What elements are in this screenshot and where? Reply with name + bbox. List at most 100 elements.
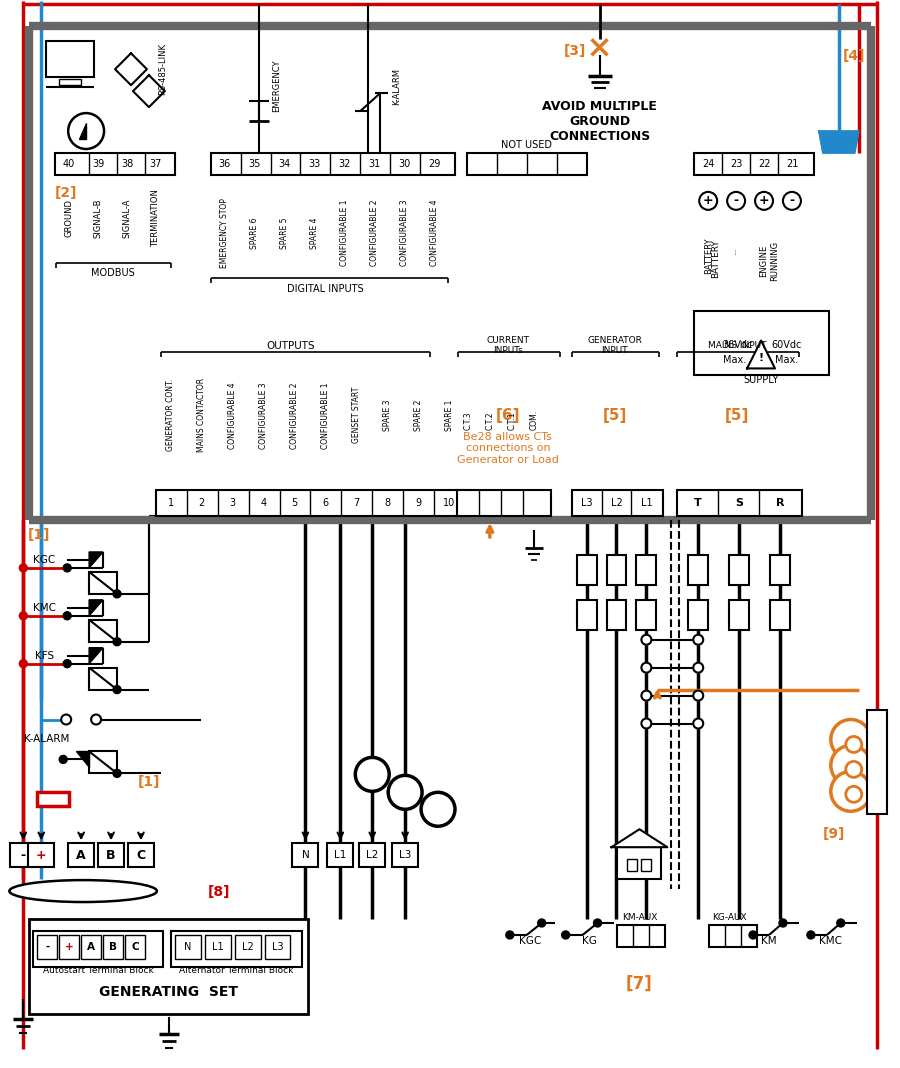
Bar bbox=[37, 792, 69, 806]
Text: CONFIGURABLE 4: CONFIGURABLE 4 bbox=[429, 200, 438, 266]
Text: -: - bbox=[789, 194, 795, 207]
Text: CONFIGURABLE 2: CONFIGURABLE 2 bbox=[290, 382, 299, 449]
Text: GROUND: GROUND bbox=[65, 199, 74, 237]
Text: L2: L2 bbox=[610, 498, 623, 508]
Text: SPARE 1: SPARE 1 bbox=[445, 399, 454, 431]
Circle shape bbox=[693, 634, 703, 645]
Bar bbox=[636, 600, 656, 630]
Text: 23: 23 bbox=[730, 159, 742, 169]
Text: KFS: KFS bbox=[35, 650, 54, 661]
Bar bbox=[607, 600, 626, 630]
Text: 33: 33 bbox=[309, 159, 320, 169]
Text: -: - bbox=[45, 942, 50, 952]
Bar bbox=[392, 844, 418, 867]
Bar bbox=[104, 934, 123, 959]
Text: 40: 40 bbox=[63, 159, 76, 169]
Text: KMC: KMC bbox=[32, 602, 56, 613]
Bar bbox=[642, 859, 652, 871]
Circle shape bbox=[562, 931, 570, 939]
Text: CONFIGURABLE 1: CONFIGURABLE 1 bbox=[340, 200, 349, 266]
Bar bbox=[89, 752, 117, 773]
Polygon shape bbox=[611, 829, 667, 847]
Circle shape bbox=[693, 634, 703, 645]
Circle shape bbox=[693, 719, 703, 728]
Bar bbox=[328, 844, 354, 867]
Text: L2: L2 bbox=[366, 850, 378, 860]
Bar bbox=[617, 925, 665, 947]
Text: NOT USED: NOT USED bbox=[501, 140, 553, 150]
Text: BATTERY: BATTERY bbox=[735, 248, 737, 254]
Bar bbox=[457, 490, 551, 516]
Circle shape bbox=[693, 691, 703, 701]
Text: Be28 allows CTs
connections on
Generator or Load: Be28 allows CTs connections on Generator… bbox=[457, 431, 559, 465]
Text: A: A bbox=[76, 849, 86, 862]
Text: SIGNAL-A: SIGNAL-A bbox=[122, 198, 131, 237]
Circle shape bbox=[846, 737, 861, 753]
Text: L1: L1 bbox=[641, 498, 652, 508]
Text: 7: 7 bbox=[353, 498, 359, 508]
Text: CONFIGURABLE 4: CONFIGURABLE 4 bbox=[229, 382, 238, 449]
Text: B: B bbox=[109, 942, 117, 952]
Text: L3: L3 bbox=[272, 942, 284, 952]
Text: KMC: KMC bbox=[819, 936, 842, 946]
Text: KM: KM bbox=[761, 936, 777, 946]
Text: CONFIGURABLE 2: CONFIGURABLE 2 bbox=[370, 200, 379, 266]
Text: C: C bbox=[137, 849, 146, 862]
Text: +: + bbox=[759, 194, 769, 207]
Text: GENERATOR
INPUT: GENERATOR INPUT bbox=[587, 335, 642, 356]
Bar bbox=[688, 600, 708, 630]
Circle shape bbox=[693, 691, 703, 701]
Text: 38: 38 bbox=[121, 159, 133, 169]
Text: MAINS CONTACTOR: MAINS CONTACTOR bbox=[197, 378, 206, 453]
Bar bbox=[572, 490, 663, 516]
Bar bbox=[636, 555, 656, 585]
Bar bbox=[617, 847, 662, 879]
Circle shape bbox=[113, 590, 121, 598]
Text: 35: 35 bbox=[248, 159, 261, 169]
Text: L2: L2 bbox=[242, 942, 254, 952]
Ellipse shape bbox=[9, 880, 157, 902]
Text: 36: 36 bbox=[219, 159, 230, 169]
Text: MAINS INPUT: MAINS INPUT bbox=[708, 341, 767, 350]
Text: R: R bbox=[776, 498, 784, 508]
Bar bbox=[98, 844, 124, 867]
Text: S: S bbox=[735, 498, 743, 508]
Text: +: + bbox=[703, 194, 714, 207]
Circle shape bbox=[837, 918, 845, 927]
Bar bbox=[128, 844, 154, 867]
Text: 1: 1 bbox=[167, 498, 174, 508]
Text: COM.: COM. bbox=[529, 410, 538, 430]
Text: 2: 2 bbox=[199, 498, 205, 508]
Text: KG: KG bbox=[582, 936, 597, 946]
Text: [5]: [5] bbox=[602, 408, 626, 423]
Text: 3: 3 bbox=[230, 498, 236, 508]
Text: [5]: [5] bbox=[724, 408, 750, 423]
Circle shape bbox=[642, 719, 652, 728]
Text: C.T.1: C.T.1 bbox=[508, 411, 517, 429]
Text: SUPPLY: SUPPLY bbox=[743, 375, 778, 386]
Text: CONFIGURABLE 1: CONFIGURABLE 1 bbox=[321, 382, 330, 449]
Text: RS-485-LINK: RS-485-LINK bbox=[158, 43, 167, 95]
Text: [3]: [3] bbox=[563, 44, 586, 59]
Circle shape bbox=[642, 662, 652, 673]
Circle shape bbox=[693, 719, 703, 728]
Circle shape bbox=[642, 634, 652, 645]
Circle shape bbox=[506, 931, 514, 939]
Text: ENGINE
RUNNING: ENGINE RUNNING bbox=[760, 240, 778, 281]
Text: SPARE 3: SPARE 3 bbox=[382, 399, 392, 431]
Bar bbox=[577, 555, 597, 585]
Text: +: + bbox=[36, 849, 47, 862]
Text: [7]: [7] bbox=[626, 975, 652, 993]
Circle shape bbox=[693, 662, 703, 673]
Text: SPARE 2: SPARE 2 bbox=[414, 399, 423, 431]
Text: CONFIGURABLE 3: CONFIGURABLE 3 bbox=[259, 382, 268, 449]
Text: GENSET START: GENSET START bbox=[352, 387, 361, 443]
Circle shape bbox=[783, 192, 801, 209]
Bar bbox=[205, 934, 230, 959]
Circle shape bbox=[59, 755, 68, 764]
Bar bbox=[577, 600, 597, 630]
Text: N: N bbox=[184, 942, 192, 952]
Text: 31: 31 bbox=[368, 159, 381, 169]
Text: L1: L1 bbox=[334, 850, 346, 860]
Circle shape bbox=[642, 691, 652, 701]
